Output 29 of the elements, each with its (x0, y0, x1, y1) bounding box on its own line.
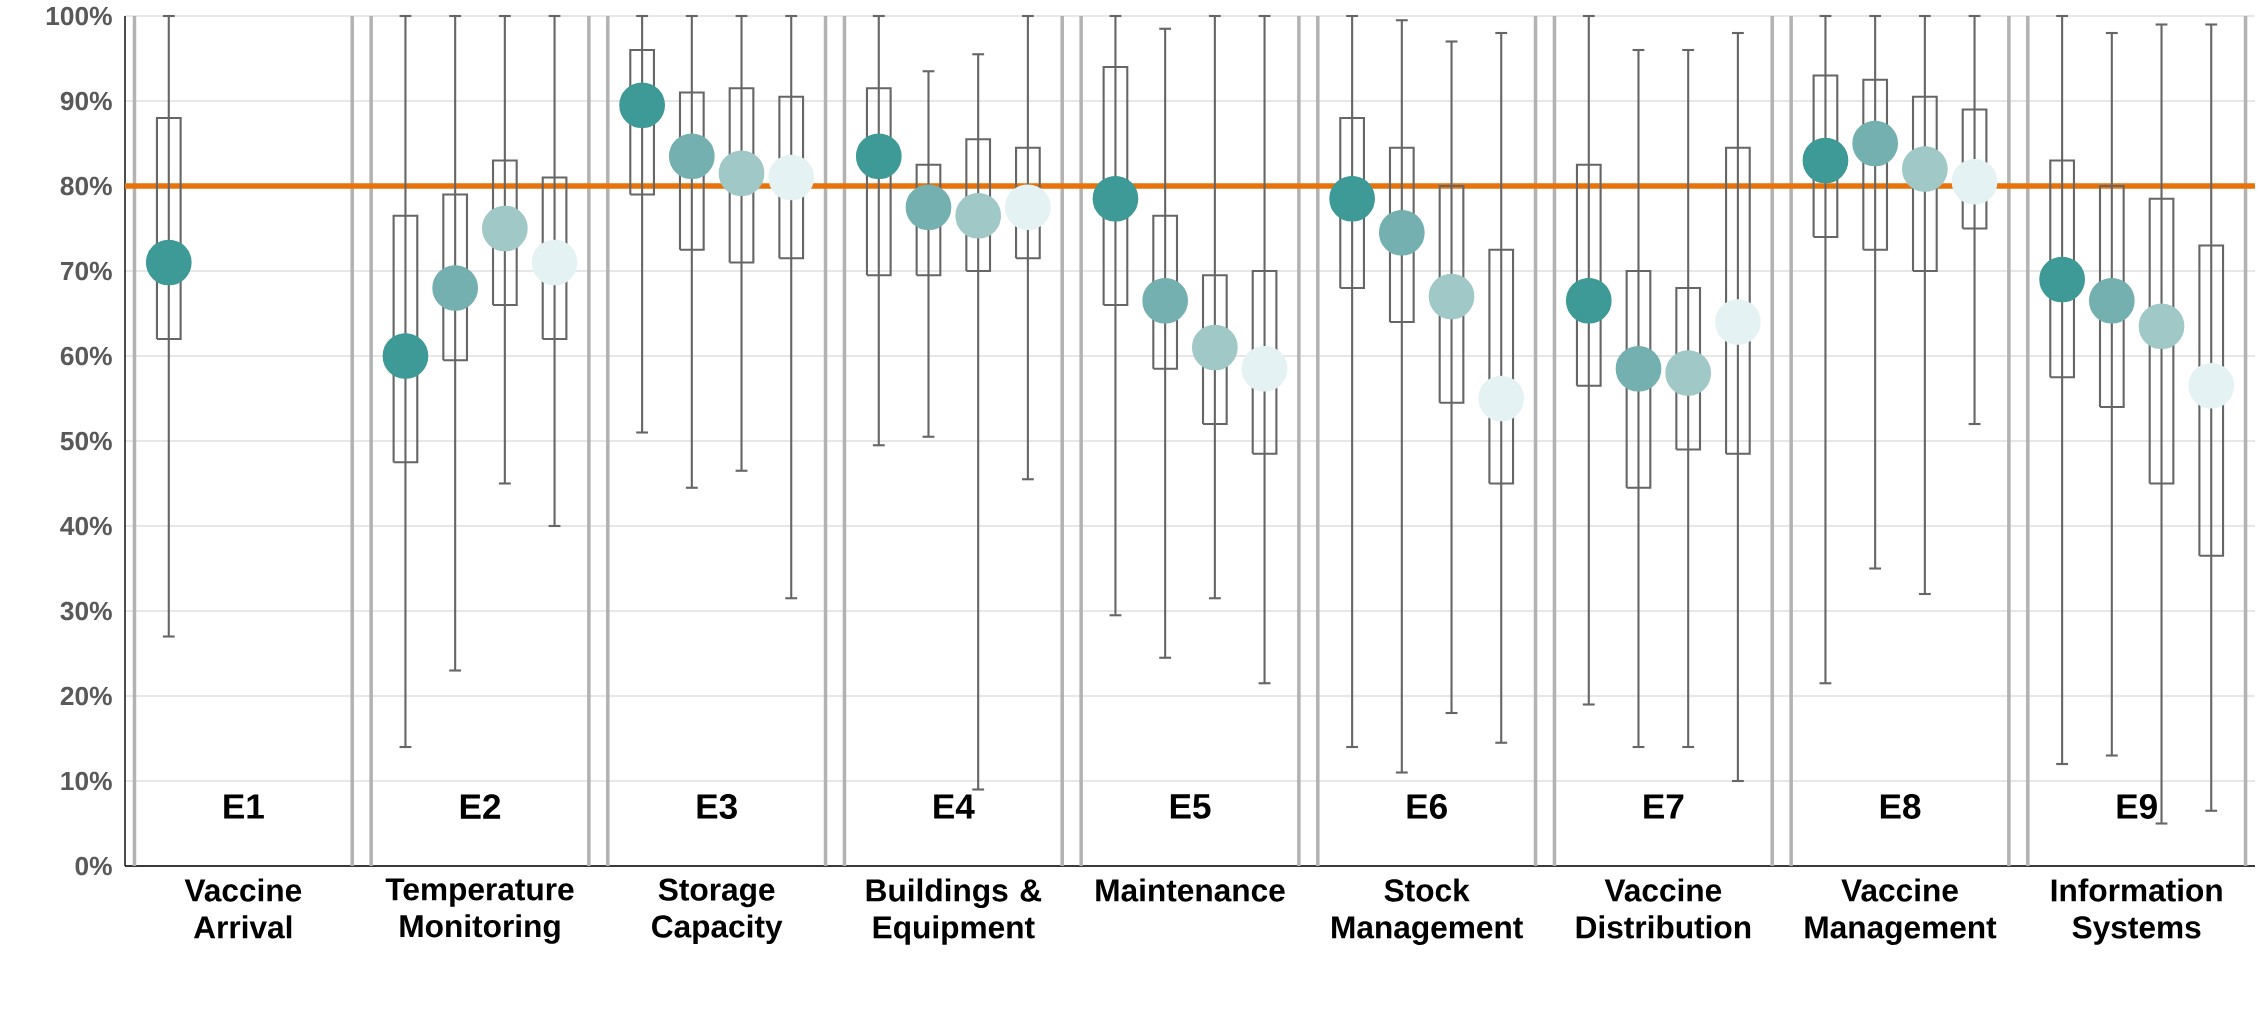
annotation: E1 (224, 794, 264, 819)
annotation: E6 (1407, 794, 1447, 819)
y-tick-label: 90% (60, 91, 112, 111)
annotation: E3 (697, 794, 737, 819)
annotation: E8 (1880, 794, 1921, 819)
y-tick-label: 0% (75, 856, 112, 876)
x-tick-label: Stock Management (1332, 878, 1523, 945)
x-tick-label: Storage Capacity (652, 878, 783, 944)
y-tick-label: 50% (60, 431, 112, 451)
y-tick-label: 40% (60, 516, 112, 536)
y-tick-label: 80% (60, 176, 112, 196)
y-tick-label: 60% (60, 346, 112, 366)
annotation: E7 (1644, 794, 1684, 819)
x-tick-label: Information Systems (2051, 878, 2222, 945)
x-tick-label: Maintenance (1096, 878, 1285, 902)
x-tick-label: Buildings & Equipment (866, 878, 1042, 945)
annotation: E2 (460, 794, 501, 819)
y-tick-label: 20% (60, 686, 112, 706)
annotation: E4 (934, 794, 975, 819)
x-tick-label: Vaccine Arrival (184, 878, 302, 939)
y-tick-label: 70% (60, 261, 112, 281)
x-tick-label: Vaccine Management (1805, 878, 1997, 945)
annotation: E5 (1170, 794, 1211, 819)
x-tick-label: Vaccine Distribution (1576, 878, 1751, 939)
y-tick-label: 10% (61, 771, 112, 791)
y-tick-label: 30% (60, 601, 112, 621)
x-tick-label: Temperature Monitoring (385, 878, 574, 944)
annotation: E9 (2117, 794, 2157, 819)
y-tick-label: 100% (46, 6, 112, 26)
